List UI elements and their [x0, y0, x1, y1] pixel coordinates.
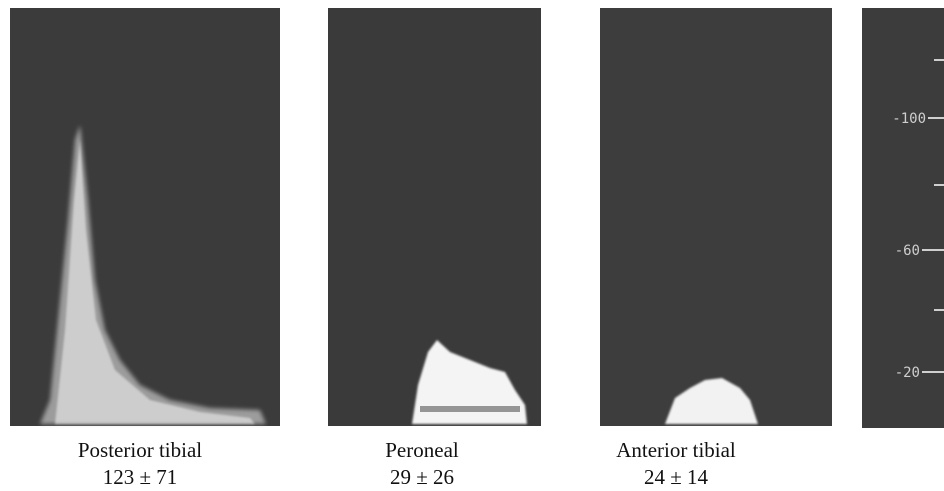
caption: Anterior tibial 24 ± 14: [576, 437, 776, 491]
caption: Posterior tibial 123 ± 71: [40, 437, 240, 491]
spectrum-band: [420, 406, 520, 412]
velocity: 29 ± 26: [322, 464, 522, 491]
velocity: 123 ± 71: [40, 464, 240, 491]
scale-label: -20: [895, 365, 920, 381]
panel-background: [600, 8, 832, 426]
velocity: 24 ± 14: [576, 464, 776, 491]
doppler-panels: -100 -60 -20: [0, 0, 944, 491]
scale-label: -100: [892, 111, 926, 127]
vessel-name: Peroneal: [322, 437, 522, 464]
vessel-name: Posterior tibial: [40, 437, 240, 464]
vessel-name: Anterior tibial: [576, 437, 776, 464]
scale-label: -60: [895, 243, 920, 259]
caption: Peroneal 29 ± 26: [322, 437, 522, 491]
panel-background: [10, 8, 280, 426]
figure: -100 -60 -20 Posterior tibial 123 ± 71 P…: [0, 0, 944, 491]
